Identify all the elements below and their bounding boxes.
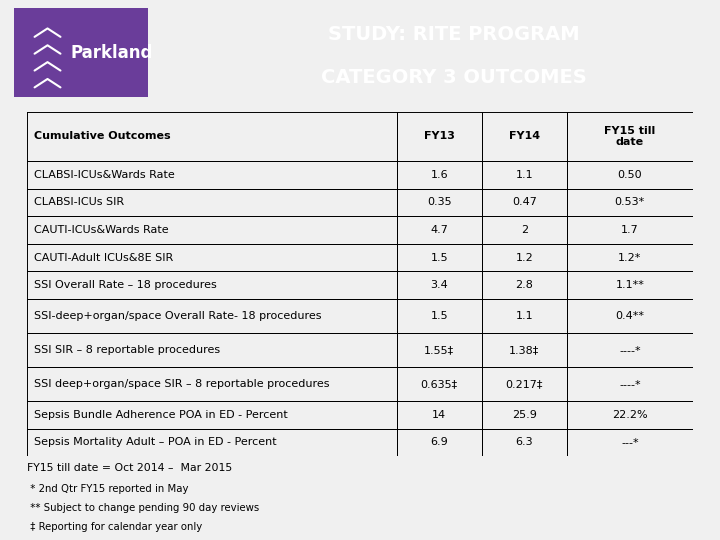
Text: FY15 till date = Oct 2014 –  Mar 2015: FY15 till date = Oct 2014 – Mar 2015 — [27, 463, 233, 473]
Text: FY13: FY13 — [424, 131, 454, 141]
Text: 0.47: 0.47 — [512, 197, 537, 207]
Text: ‡ Reporting for calendar year only: ‡ Reporting for calendar year only — [27, 522, 202, 532]
Text: SSI SIR – 8 reportable procedures: SSI SIR – 8 reportable procedures — [34, 345, 220, 355]
Text: 1.38‡: 1.38‡ — [509, 345, 539, 355]
Text: ----*: ----* — [619, 345, 641, 355]
Text: 1.7: 1.7 — [621, 225, 639, 235]
Text: 6.9: 6.9 — [431, 437, 448, 448]
Text: 25.9: 25.9 — [512, 410, 537, 420]
Text: 4.7: 4.7 — [431, 225, 448, 235]
Text: 0.217‡: 0.217‡ — [505, 379, 543, 389]
Text: CAUTI-Adult ICUs&8E SIR: CAUTI-Adult ICUs&8E SIR — [34, 253, 174, 262]
Text: STUDY: RITE PROGRAM: STUDY: RITE PROGRAM — [328, 25, 580, 44]
Text: 0.4**: 0.4** — [616, 311, 644, 321]
Text: 1.1: 1.1 — [516, 311, 533, 321]
Text: Sepsis Mortality Adult – POA in ED - Percent: Sepsis Mortality Adult – POA in ED - Per… — [34, 437, 276, 448]
Text: 14: 14 — [432, 410, 446, 420]
Bar — [14, 9, 148, 97]
Text: 1.1: 1.1 — [516, 170, 533, 180]
Text: 1.6: 1.6 — [431, 170, 448, 180]
Text: 0.50: 0.50 — [618, 170, 642, 180]
Text: CATEGORY 3 OUTCOMES: CATEGORY 3 OUTCOMES — [320, 69, 587, 87]
Text: CLABSI-ICUs&Wards Rate: CLABSI-ICUs&Wards Rate — [34, 170, 175, 180]
Text: 2.8: 2.8 — [516, 280, 534, 290]
Text: ----*: ----* — [619, 379, 641, 389]
Text: ---*: ---* — [621, 437, 639, 448]
Text: FY15 till
date: FY15 till date — [604, 126, 655, 147]
Text: 0.35: 0.35 — [427, 197, 451, 207]
Text: 1.55‡: 1.55‡ — [424, 345, 454, 355]
Text: SSI deep+organ/space SIR – 8 reportable procedures: SSI deep+organ/space SIR – 8 reportable … — [34, 379, 330, 389]
Text: 1.2: 1.2 — [516, 253, 534, 262]
Text: 1.5: 1.5 — [431, 311, 448, 321]
Text: 0.635‡: 0.635‡ — [420, 379, 458, 389]
Text: SSI-deep+organ/space Overall Rate- 18 procedures: SSI-deep+organ/space Overall Rate- 18 pr… — [34, 311, 322, 321]
Text: 1.2*: 1.2* — [618, 253, 642, 262]
Text: Sepsis Bundle Adherence POA in ED - Percent: Sepsis Bundle Adherence POA in ED - Perc… — [34, 410, 288, 420]
Text: 6.3: 6.3 — [516, 437, 533, 448]
Text: FY14: FY14 — [509, 131, 540, 141]
Text: Parkland: Parkland — [71, 44, 153, 62]
Text: ** Subject to change pending 90 day reviews: ** Subject to change pending 90 day revi… — [27, 503, 260, 513]
Text: 1.5: 1.5 — [431, 253, 448, 262]
Text: 1.1**: 1.1** — [616, 280, 644, 290]
Text: 0.53*: 0.53* — [615, 197, 645, 207]
Text: CAUTI-ICUs&Wards Rate: CAUTI-ICUs&Wards Rate — [34, 225, 168, 235]
Text: * 2nd Qtr FY15 reported in May: * 2nd Qtr FY15 reported in May — [27, 484, 189, 494]
Text: 22.2%: 22.2% — [612, 410, 647, 420]
Text: SSI Overall Rate – 18 procedures: SSI Overall Rate – 18 procedures — [34, 280, 217, 290]
Text: 3.4: 3.4 — [431, 280, 448, 290]
Text: Cumulative Outcomes: Cumulative Outcomes — [34, 131, 171, 141]
Text: CLABSI-ICUs SIR: CLABSI-ICUs SIR — [34, 197, 124, 207]
Text: 2: 2 — [521, 225, 528, 235]
